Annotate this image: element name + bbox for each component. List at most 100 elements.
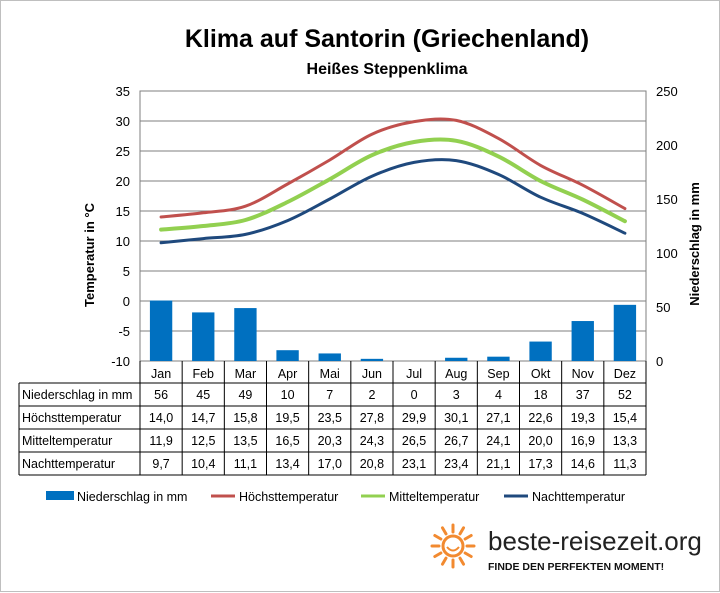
sun-ray bbox=[441, 556, 448, 566]
mean-temp-line bbox=[159, 137, 627, 232]
month-label: Sep bbox=[487, 367, 509, 381]
left-tick-label: 20 bbox=[116, 174, 130, 189]
right-axis-label: Niederschlag in mm bbox=[687, 182, 702, 306]
right-axis-ticks: 250 200 150 100 50 0 bbox=[656, 84, 678, 369]
month-label: Jul bbox=[406, 367, 422, 381]
sun-ray bbox=[441, 526, 448, 536]
table-cell: 49 bbox=[238, 388, 252, 402]
month-label: Jan bbox=[151, 367, 171, 381]
precipitation-bar bbox=[571, 321, 594, 361]
table-cell: 11,9 bbox=[149, 434, 172, 448]
table-cell: 23,4 bbox=[444, 457, 468, 471]
table-cell: 18 bbox=[534, 388, 548, 402]
table-cell: 13,5 bbox=[233, 434, 257, 448]
left-tick-label: 0 bbox=[123, 294, 130, 309]
table-cell: 37 bbox=[576, 388, 590, 402]
precipitation-bar bbox=[445, 357, 468, 361]
table-cell: 11,1 bbox=[234, 457, 257, 471]
table-cell: 12,5 bbox=[191, 434, 215, 448]
table-cell: 30,1 bbox=[444, 411, 468, 425]
table-cell: 24,1 bbox=[486, 434, 510, 448]
precipitation-bar bbox=[360, 358, 384, 361]
table-cell: 2 bbox=[368, 388, 375, 402]
table-cell: 11,3 bbox=[613, 457, 636, 471]
month-label: Dez bbox=[614, 367, 636, 381]
sun-ray bbox=[463, 551, 473, 558]
month-label: Okt bbox=[531, 367, 551, 381]
table-cell: 56 bbox=[154, 388, 168, 402]
month-label: Mai bbox=[320, 367, 340, 381]
sun-icon bbox=[430, 523, 476, 569]
precipitation-bar bbox=[149, 300, 173, 361]
precipitation-bar bbox=[529, 341, 552, 361]
table-cell: 10,4 bbox=[191, 457, 215, 471]
legend-label: Niederschlag in mm bbox=[77, 490, 187, 504]
table-cell: 14,7 bbox=[191, 411, 215, 425]
night-temp-line bbox=[159, 158, 627, 245]
table-cell: 7 bbox=[326, 388, 333, 402]
sun-ray bbox=[433, 551, 443, 558]
table-cell: 19,3 bbox=[571, 411, 595, 425]
sun-ray bbox=[463, 534, 473, 541]
table-cell: 45 bbox=[196, 388, 210, 402]
table-cell: 27,8 bbox=[360, 411, 384, 425]
right-tick-label: 150 bbox=[656, 192, 678, 207]
precipitation-bar bbox=[487, 356, 510, 361]
right-tick-label: 100 bbox=[656, 246, 678, 261]
month-label: Feb bbox=[192, 367, 214, 381]
table-cell: 9,7 bbox=[152, 457, 169, 471]
legend-label: Nachttemperatur bbox=[532, 490, 625, 504]
precipitation-bar bbox=[276, 350, 299, 361]
table-cell: 14,0 bbox=[149, 411, 173, 425]
brand-name: beste-reisezeit.org bbox=[488, 526, 702, 556]
month-label: Mar bbox=[235, 367, 257, 381]
table-row-header: Mitteltemperatur bbox=[22, 434, 112, 448]
max-temp-line bbox=[159, 117, 627, 219]
left-tick-label: 15 bbox=[116, 204, 130, 219]
legend-swatch bbox=[46, 491, 74, 500]
left-tick-label: 5 bbox=[123, 264, 130, 279]
table-cell: 14,6 bbox=[571, 457, 595, 471]
table-row-header: Nachttemperatur bbox=[22, 457, 115, 471]
precipitation-bar bbox=[318, 353, 341, 361]
brand-logo: beste-reisezeit.org FINDE DEN PERFEKTEN … bbox=[430, 523, 702, 573]
table-cell: 52 bbox=[618, 388, 632, 402]
table-cell: 23,1 bbox=[402, 457, 426, 471]
temperature-lines bbox=[159, 117, 627, 245]
table-row-header: Höchsttemperatur bbox=[22, 411, 121, 425]
table-cell: 13,4 bbox=[275, 457, 299, 471]
left-axis-ticks: 35 30 25 20 15 10 5 0 -5 -10 bbox=[111, 84, 130, 369]
left-tick-label: 10 bbox=[116, 234, 130, 249]
sun-smile bbox=[446, 546, 460, 552]
legend-label: Mitteltemperatur bbox=[389, 490, 479, 504]
right-tick-label: 250 bbox=[656, 84, 678, 99]
table-cell: 3 bbox=[453, 388, 460, 402]
table-cell: 29,9 bbox=[402, 411, 426, 425]
right-tick-label: 50 bbox=[656, 300, 670, 315]
table-cell: 15,8 bbox=[233, 411, 257, 425]
left-tick-label: 30 bbox=[116, 114, 130, 129]
month-label: Nov bbox=[572, 367, 595, 381]
table-cell: 26,7 bbox=[444, 434, 468, 448]
table-cell: 19,5 bbox=[275, 411, 299, 425]
left-tick-label: -5 bbox=[118, 324, 130, 339]
month-label: Apr bbox=[278, 367, 297, 381]
precipitation-bar bbox=[234, 308, 257, 361]
table-cell: 26,5 bbox=[402, 434, 426, 448]
table-cell: 17,0 bbox=[318, 457, 342, 471]
legend-label: Höchsttemperatur bbox=[239, 490, 338, 504]
table-cell: 20,0 bbox=[528, 434, 552, 448]
table-cell: 24,3 bbox=[360, 434, 384, 448]
table-cell: 17,3 bbox=[528, 457, 552, 471]
table-cell: 15,4 bbox=[613, 411, 637, 425]
table-cell: 20,3 bbox=[318, 434, 342, 448]
table-cell: 4 bbox=[495, 388, 502, 402]
table-cell: 22,6 bbox=[528, 411, 552, 425]
table-row-header: Niederschlag in mm bbox=[22, 388, 132, 402]
left-tick-label: 25 bbox=[116, 144, 130, 159]
month-label: Aug bbox=[445, 367, 467, 381]
legend: Niederschlag in mm Höchsttemperatur Mittel… bbox=[46, 490, 625, 504]
chart-title: Klima auf Santorin (Griechenland) bbox=[185, 25, 589, 53]
